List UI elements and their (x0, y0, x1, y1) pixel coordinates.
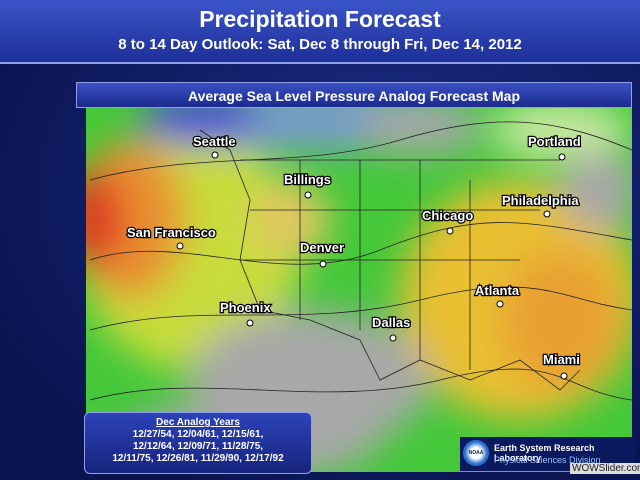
logo-division: Physical Sciences Division (494, 455, 601, 465)
city-label: Atlanta (475, 283, 520, 298)
map-title: Average Sea Level Pressure Analog Foreca… (76, 82, 632, 108)
watermark: WOWSlider.com (570, 463, 640, 474)
title: Precipitation Forecast (199, 6, 441, 32)
analog-box: Dec Analog Years 12/27/54, 12/04/61, 12/… (84, 412, 312, 474)
city-label: Chicago (422, 208, 473, 223)
header: Precipitation Forecast 8 to 14 Day Outlo… (0, 0, 640, 64)
analog-line: 12/12/64, 12/09/71, 11/28/75, (132, 441, 264, 452)
city-label: Portland (528, 134, 581, 149)
logo-emblem: NOAA (463, 440, 489, 466)
analog-title: Dec Analog Years (156, 417, 240, 428)
city-label: Dallas (372, 315, 410, 330)
pressure-field (86, 108, 632, 472)
city-label: Denver (300, 240, 344, 255)
city-label: Miami (543, 352, 580, 367)
analog-line: 12/27/54, 12/04/61, 12/15/61, (132, 429, 264, 440)
city-label: Phoenix (220, 300, 271, 315)
analog-line: 12/11/75, 12/26/81, 11/29/90, 12/17/92 (112, 453, 284, 464)
city-label: Philadelphia (502, 193, 579, 208)
city-label: Billings (284, 172, 331, 187)
city-label: Seattle (193, 134, 236, 149)
logo-name: Earth System Research Laboratory (494, 443, 595, 463)
subtitle: 8 to 14 Day Outlook: Sat, Dec 8 through … (118, 36, 522, 53)
city-label: San Francisco (127, 225, 216, 240)
cities: Seattle Portland Billings Chicago Philad… (126, 133, 582, 380)
